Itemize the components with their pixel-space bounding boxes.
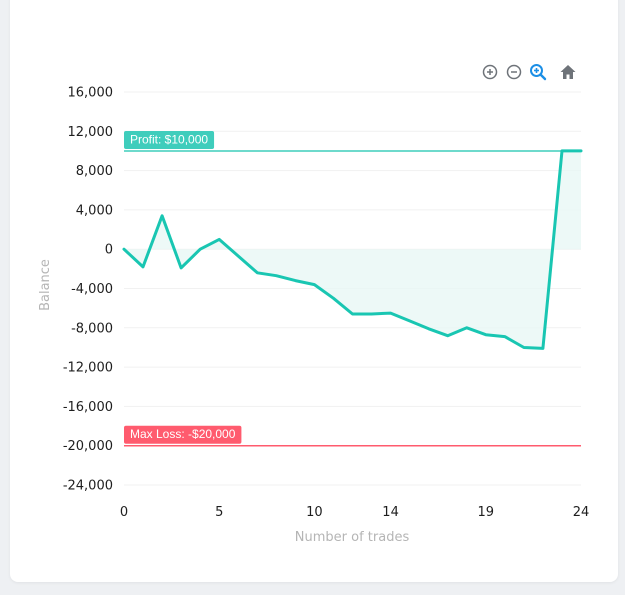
x-tick-label: 5 [215,505,223,520]
reset-zoom-button[interactable] [558,62,578,82]
profit-annotation-badge [124,130,215,149]
home-icon [560,65,576,79]
y-tick-label: 0 [105,243,113,258]
y-tick-label: -20,000 [63,439,113,454]
profit-annotation-label: Profit: $10,000 [130,132,208,146]
x-tick-label: 24 [573,505,590,520]
y-tick-label: 12,000 [68,125,114,140]
y-tick-label: 4,000 [76,203,113,218]
x-tick-label: 19 [478,505,495,520]
chart-toolbar [480,62,578,82]
y-axis-title: Balance [38,259,53,311]
balance-area-fill [124,150,581,349]
y-tick-label: -16,000 [63,400,113,415]
x-tick-label: 14 [382,505,399,520]
zoom-out-icon [506,64,522,80]
balance-line [122,149,583,350]
y-tick-label: 16,000 [68,86,114,101]
x-axis-ticks: 0 5 10 14 19 24 [120,505,589,520]
zoom-select-button[interactable] [528,62,548,82]
annotations: Profit: $10,000 Max Loss: -$20,000 [124,130,242,444]
y-tick-label: 8,000 [76,164,113,179]
x-tick-label: 10 [306,505,323,520]
y-tick-label: -8,000 [71,321,113,336]
loss-annotation-label: Max Loss: -$20,000 [130,427,236,441]
zoom-in-button[interactable] [480,62,500,82]
zoom-out-button[interactable] [504,62,524,82]
annotation-lines [124,150,581,447]
y-tick-label: -4,000 [71,282,113,297]
zoom-in-icon [482,64,498,80]
y-axis-ticks: 16,000 12,000 8,000 4,000 0 -4,000 -8,000 -12,0… [63,86,113,494]
x-axis-title: Number of trades [295,530,410,545]
y-tick-label: -24,000 [63,479,113,494]
y-tick-label: -12,000 [63,361,113,376]
loss-annotation-badge [124,425,242,444]
magnifier-icon [530,64,547,81]
x-tick-label: 0 [120,505,128,520]
